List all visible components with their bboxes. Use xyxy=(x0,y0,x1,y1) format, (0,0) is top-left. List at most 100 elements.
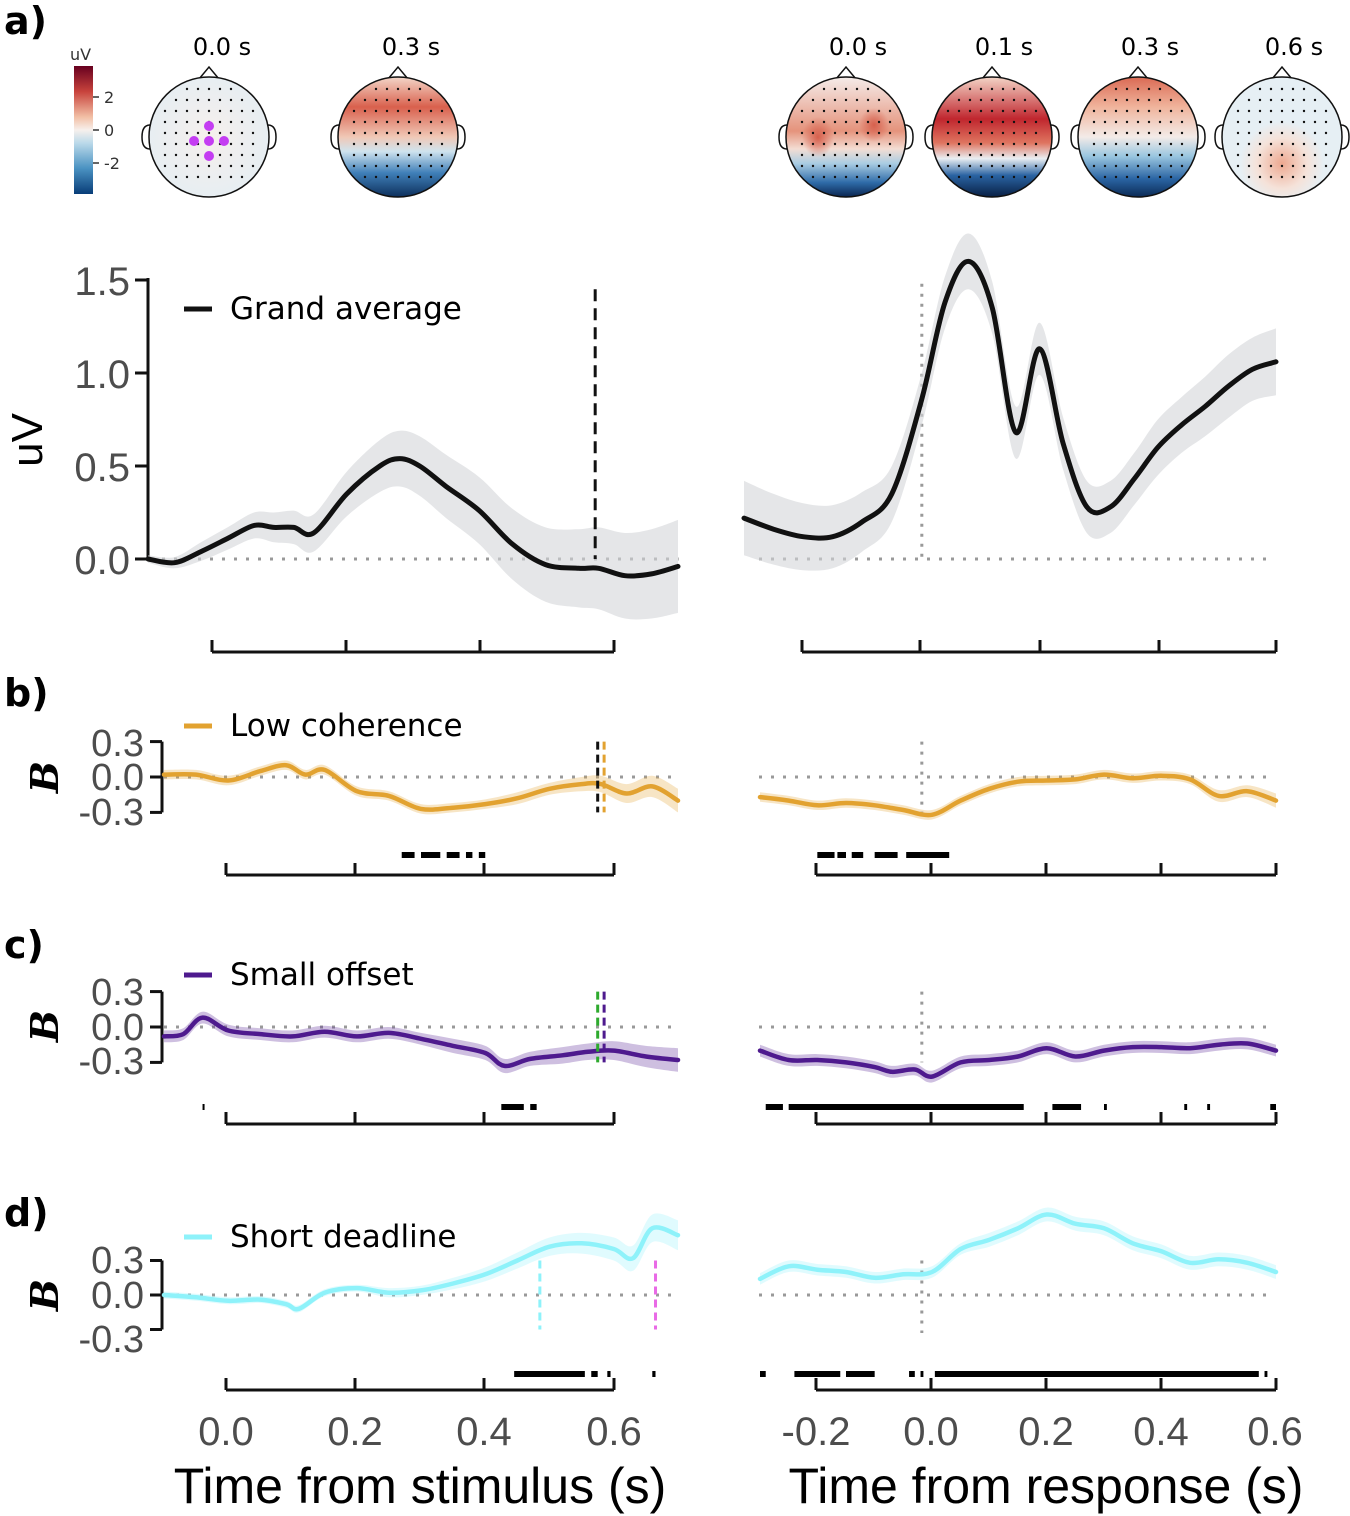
electrode-dot xyxy=(240,153,244,157)
electrode-dot xyxy=(855,175,859,179)
electrode-dot xyxy=(1258,87,1262,91)
electrode-dot xyxy=(844,164,848,168)
electrode-dot xyxy=(866,142,870,146)
response-mean-line xyxy=(741,258,1279,541)
electrode-dot xyxy=(1023,98,1027,102)
electrode-dot xyxy=(1291,164,1295,168)
electrode-dot xyxy=(1136,175,1140,179)
electrode-dot xyxy=(218,175,222,179)
electrode-dot xyxy=(946,153,950,157)
electrode-dot xyxy=(811,120,815,124)
electrode-dot xyxy=(811,98,815,102)
electrode-dot xyxy=(251,109,255,113)
panel-2-plot xyxy=(150,740,1279,877)
electrode-dot xyxy=(240,120,244,124)
electrode-dot xyxy=(1125,109,1129,113)
electrode-dot xyxy=(229,109,233,113)
electrode-dot xyxy=(1158,175,1162,179)
electrode-dot xyxy=(822,175,826,179)
xtick-resp-neg0.2: -0.2 xyxy=(782,1410,851,1454)
topoplots xyxy=(141,65,1350,198)
electrode-dot xyxy=(1023,131,1027,135)
electrode-dot xyxy=(229,142,233,146)
electrode-dot xyxy=(240,98,244,102)
electrode-dot xyxy=(1103,142,1107,146)
electrode-dot xyxy=(1280,142,1284,146)
electrode-dot xyxy=(833,153,837,157)
electrode-dot xyxy=(1302,98,1306,102)
electrode-dot xyxy=(429,175,433,179)
electrode-dot xyxy=(385,142,389,146)
response-significance-bar xyxy=(1104,1104,1107,1110)
electrode-dot xyxy=(1313,175,1317,179)
topo-title-resp-0: 0.0 s xyxy=(829,33,887,61)
electrode-dot xyxy=(385,164,389,168)
electrode-dot xyxy=(185,120,189,124)
response-ci-ribbon xyxy=(760,1207,1276,1285)
electrode-dot xyxy=(407,164,411,168)
electrode-dot xyxy=(240,131,244,135)
electrode-dot xyxy=(352,164,356,168)
electrode-dot xyxy=(1280,131,1284,135)
electrode-dot xyxy=(1136,98,1140,102)
electrode-dot xyxy=(1114,131,1118,135)
electrode-dot xyxy=(1001,98,1005,102)
electrode-dot xyxy=(385,98,389,102)
electrode-dot xyxy=(877,153,881,157)
topoplot-head xyxy=(924,65,1060,198)
electrode-dot xyxy=(1313,142,1317,146)
electrode-dot xyxy=(229,164,233,168)
electrode-dot xyxy=(811,109,815,113)
electrode-dot xyxy=(251,131,255,135)
electrode-dot xyxy=(855,164,859,168)
electrode-dot xyxy=(1302,153,1306,157)
electrode-dot xyxy=(1247,98,1251,102)
electrode-dot xyxy=(1291,87,1295,91)
electrode-dot xyxy=(1158,120,1162,124)
electrode-dot xyxy=(1147,131,1151,135)
scalp-map xyxy=(785,76,907,198)
electrode-dot xyxy=(800,131,804,135)
response-significance-bar xyxy=(920,1371,924,1377)
electrode-dot xyxy=(1180,153,1184,157)
highlighted-electrode xyxy=(204,121,214,131)
electrode-dot xyxy=(1125,142,1129,146)
electrode-dot xyxy=(196,98,200,102)
electrode-dot xyxy=(800,164,804,168)
panel-4-plot xyxy=(150,1207,1279,1392)
ytick-b-0.3: 0.3 xyxy=(91,723,144,765)
panel-label-d: d) xyxy=(4,1191,49,1235)
electrode-dot xyxy=(800,142,804,146)
electrode-dot xyxy=(877,164,881,168)
electrode-dot xyxy=(968,142,972,146)
electrode-dot xyxy=(1114,175,1118,179)
electrode-dot xyxy=(1258,153,1262,157)
electrode-dot xyxy=(440,142,444,146)
electrode-dot xyxy=(946,131,950,135)
electrode-dot xyxy=(1092,109,1096,113)
electrode-dot xyxy=(218,109,222,113)
electrode-dot xyxy=(866,87,870,91)
electrode-dot xyxy=(866,175,870,179)
electrode-dot xyxy=(207,175,211,179)
electrode-dot xyxy=(251,142,255,146)
electrode-dot xyxy=(1136,120,1140,124)
electrode-dot xyxy=(822,87,826,91)
electrode-dot xyxy=(822,120,826,124)
electrode-dot xyxy=(1302,164,1306,168)
electrode-dot xyxy=(1247,142,1251,146)
electrode-dot xyxy=(251,120,255,124)
electrode-dot xyxy=(1180,120,1184,124)
electrode-dot xyxy=(877,109,881,113)
electrode-dot xyxy=(1125,164,1129,168)
electrode-dot xyxy=(229,175,233,179)
electrode-dot xyxy=(855,153,859,157)
stimulus-significance-bar xyxy=(202,1104,205,1110)
ytick-d-0.3: 0.3 xyxy=(91,1240,144,1282)
electrode-dot xyxy=(185,109,189,113)
electrode-dot xyxy=(352,142,356,146)
electrode-dot xyxy=(822,98,826,102)
stimulus-significance-bar xyxy=(652,1371,656,1377)
electrode-dot xyxy=(1180,164,1184,168)
electrode-dot xyxy=(1103,109,1107,113)
